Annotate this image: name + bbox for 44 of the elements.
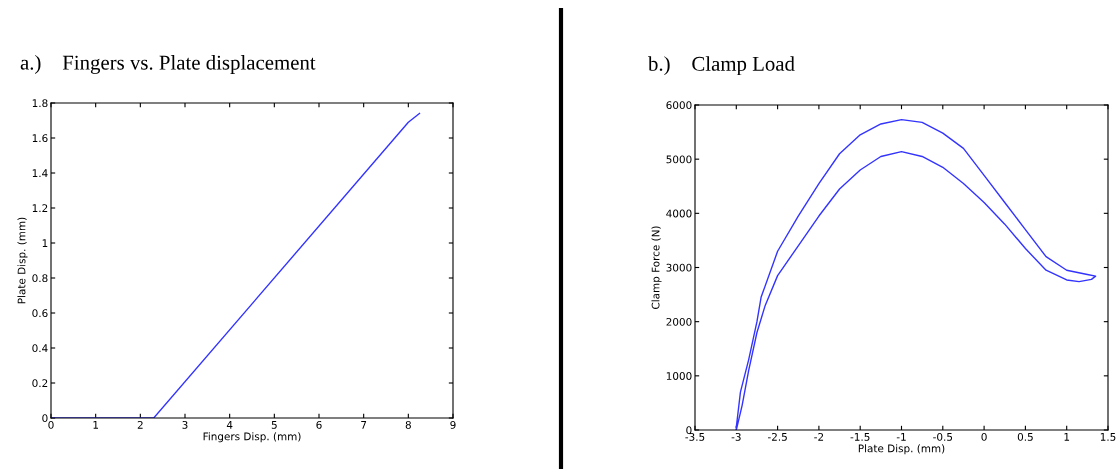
y-tick-label: 0.8 <box>32 274 48 283</box>
x-tick-label: 0 <box>48 420 54 429</box>
x-axis-title: Fingers Disp. (mm) <box>203 432 301 443</box>
y-axis-title: Clamp Force (N) <box>651 226 662 309</box>
x-tick-label: 7 <box>361 421 367 429</box>
y-tick-label: 1.6 <box>32 134 48 143</box>
x-tick-label: -0.5 <box>933 432 953 441</box>
x-tick-label: -2.5 <box>767 432 787 441</box>
x-tick-label: 8 <box>405 420 411 429</box>
y-tick-label: 0 <box>42 414 48 423</box>
y-axis-title: Plate Disp. (mm) <box>17 217 28 304</box>
y-tick-label: 5000 <box>666 155 692 164</box>
y-tick-label: 1.8 <box>32 99 48 108</box>
x-tick-label: 6 <box>316 420 322 429</box>
x-tick-label: 4 <box>226 421 233 429</box>
x-tick-label: -2 <box>814 432 824 441</box>
x-tick-label: 2 <box>137 420 143 429</box>
y-tick-label: 0.4 <box>32 344 48 353</box>
chart-title: b.) Clamp Load <box>648 56 795 76</box>
y-tick-label: 0.6 <box>32 309 48 318</box>
x-tick-label: -3.5 <box>685 432 705 441</box>
x-tick-label: 1 <box>1064 433 1070 441</box>
x-tick-label: 1.5 <box>1100 433 1116 441</box>
y-tick-label: 1.4 <box>32 169 48 177</box>
y-tick-label: 1000 <box>666 372 692 380</box>
x-tick-label: -1.5 <box>850 433 870 441</box>
x-tick-label: 0.5 <box>1017 432 1033 441</box>
y-tick-label: 6000 <box>666 101 692 110</box>
x-axis-title: Plate Disp. (mm) <box>858 444 945 455</box>
y-tick-label: 1 <box>42 239 48 247</box>
y-tick-label: 1.2 <box>32 204 48 212</box>
x-tick-label: 9 <box>450 420 456 429</box>
x-tick-label: 5 <box>271 421 277 429</box>
y-tick-label: 0.2 <box>32 379 48 388</box>
line-series <box>735 118 1097 430</box>
chart-title: a.) Fingers vs. Plate displacement <box>20 55 316 74</box>
x-tick-label: 3 <box>182 420 188 429</box>
x-tick-label: 0 <box>981 432 987 441</box>
y-tick-label: 2000 <box>666 317 692 326</box>
x-tick-label: -1 <box>896 433 906 441</box>
y-tick-label: 4000 <box>666 209 692 218</box>
x-tick-label: 1 <box>93 421 99 429</box>
y-tick-label: 3000 <box>666 263 692 272</box>
x-tick-label: -3 <box>731 432 741 441</box>
